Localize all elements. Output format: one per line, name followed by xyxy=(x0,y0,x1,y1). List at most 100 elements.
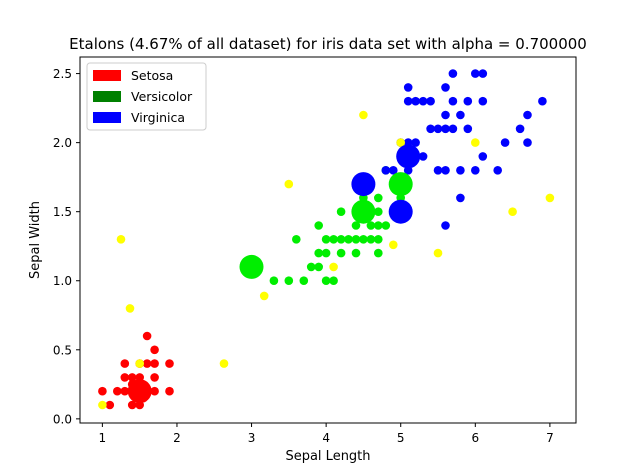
etalon-point xyxy=(239,254,264,279)
data-point xyxy=(448,69,458,78)
data-point xyxy=(351,235,361,244)
data-point xyxy=(359,110,368,120)
data-point xyxy=(411,96,420,106)
data-point xyxy=(306,262,316,272)
data-point xyxy=(165,359,174,368)
data-point xyxy=(120,386,130,396)
data-point xyxy=(374,235,383,244)
data-point xyxy=(374,207,383,216)
y-tick-label: 2.5 xyxy=(53,67,72,81)
data-point xyxy=(433,248,443,258)
data-point xyxy=(389,240,398,250)
data-point xyxy=(351,248,361,258)
data-point xyxy=(150,386,159,396)
data-point xyxy=(381,221,391,230)
y-tick-label: 1.5 xyxy=(53,205,72,219)
data-point xyxy=(321,235,331,244)
data-point xyxy=(98,400,107,410)
data-point xyxy=(478,152,488,161)
data-point xyxy=(471,138,480,147)
data-point xyxy=(403,83,413,92)
data-point xyxy=(299,276,309,286)
x-tick-label: 4 xyxy=(322,431,330,445)
data-point xyxy=(120,373,130,382)
data-point xyxy=(456,166,465,175)
data-point xyxy=(433,166,443,175)
legend-label-versicolor: Versicolor xyxy=(131,89,193,104)
data-point xyxy=(344,235,353,244)
series-group-4 xyxy=(127,379,152,404)
data-point xyxy=(329,262,338,272)
series-group-6 xyxy=(351,144,421,224)
data-point xyxy=(441,166,450,175)
data-point xyxy=(471,69,480,78)
y-tick-label: 2.0 xyxy=(53,136,72,150)
plot-frame xyxy=(79,56,577,424)
data-point xyxy=(374,193,383,203)
data-point xyxy=(150,345,159,355)
data-point xyxy=(403,96,413,106)
data-point xyxy=(329,235,338,244)
data-point xyxy=(545,193,555,203)
x-tick-label: 7 xyxy=(546,431,554,445)
data-point xyxy=(351,221,361,230)
data-point xyxy=(523,110,532,120)
x-axis: 1 2 3 4 5 6 7 xyxy=(99,423,554,445)
legend-label-virginica: Virginica xyxy=(131,110,185,125)
chart-title: Etalons (4.67% of all dataset) for iris … xyxy=(69,35,587,53)
data-point xyxy=(456,110,465,120)
x-tick-label: 5 xyxy=(397,431,405,445)
legend-label-setosa: Setosa xyxy=(131,68,173,83)
x-tick-label: 6 xyxy=(471,431,479,445)
data-point xyxy=(508,207,517,216)
data-point xyxy=(478,69,488,78)
data-point xyxy=(135,359,144,368)
legend-swatch-virginica xyxy=(93,112,121,123)
data-point xyxy=(219,359,229,368)
series-group-3 xyxy=(98,110,555,410)
data-point xyxy=(150,359,159,368)
x-tick-label: 1 xyxy=(99,431,107,445)
data-point xyxy=(120,359,130,368)
data-point xyxy=(127,400,137,410)
data-point xyxy=(284,276,294,286)
data-point xyxy=(478,96,488,106)
data-point xyxy=(98,386,107,396)
data-point xyxy=(374,221,383,230)
etalon-point xyxy=(388,199,413,224)
data-point xyxy=(418,152,428,161)
data-point xyxy=(359,235,368,244)
data-point xyxy=(441,124,450,134)
data-point xyxy=(523,138,532,147)
y-axis: 0.0 0.5 1.0 1.5 2.0 2.5 xyxy=(53,67,80,426)
data-point xyxy=(284,179,294,189)
data-point xyxy=(538,96,547,106)
data-point xyxy=(125,304,135,313)
data-point xyxy=(433,124,443,134)
etalon-point xyxy=(351,199,376,224)
data-point xyxy=(515,124,525,134)
y-axis-label: Sepal Width xyxy=(28,201,43,279)
data-point xyxy=(456,193,465,203)
x-tick-label: 3 xyxy=(248,431,256,445)
data-point xyxy=(314,262,324,272)
data-point xyxy=(321,248,331,258)
data-point xyxy=(441,221,450,230)
data-point xyxy=(389,166,398,175)
y-tick-label: 0.0 xyxy=(53,412,72,426)
data-point xyxy=(471,166,480,175)
data-point xyxy=(493,166,503,175)
data-point xyxy=(329,276,338,286)
data-point xyxy=(259,291,269,301)
etalon-point xyxy=(127,379,152,404)
data-point xyxy=(441,110,450,120)
data-point xyxy=(463,124,473,134)
data-point xyxy=(165,386,174,396)
x-axis-label: Sepal Length xyxy=(285,449,370,464)
x-tick-label: 2 xyxy=(173,431,181,445)
plot-area xyxy=(98,69,555,410)
data-point xyxy=(411,138,420,147)
data-point xyxy=(374,248,383,258)
data-point xyxy=(426,96,435,106)
